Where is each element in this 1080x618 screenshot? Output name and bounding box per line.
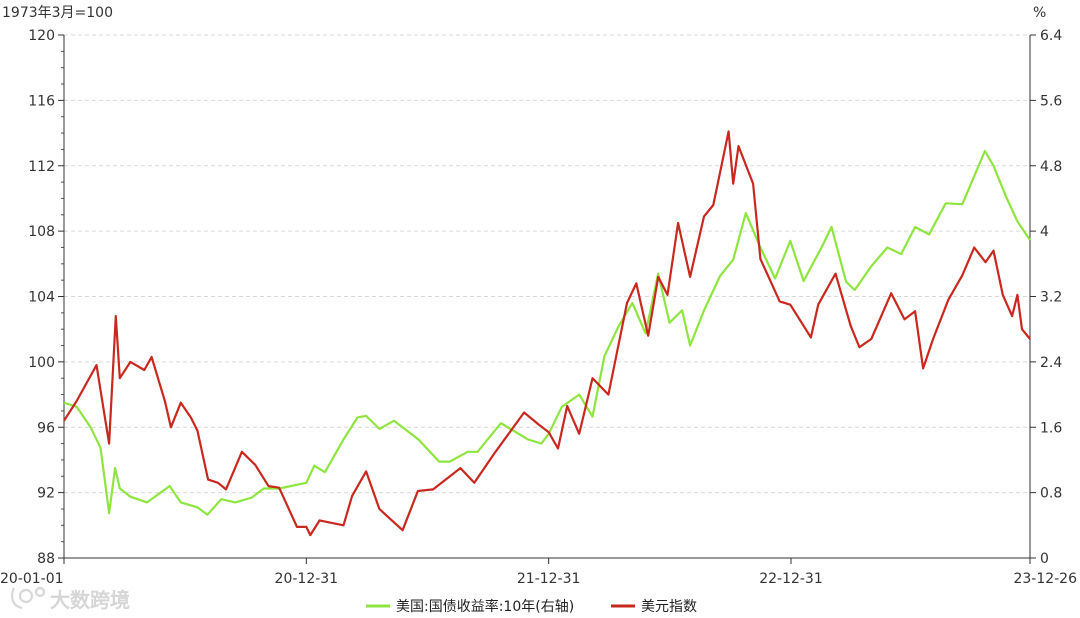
- right-tick-label: 3.2: [1040, 290, 1062, 306]
- legend: 美国:国债收益率:10年(右轴) 美元指数: [366, 598, 697, 615]
- right-tick-label: 4.8: [1040, 159, 1062, 175]
- left-tick-label: 116: [28, 93, 55, 109]
- series-lines: [63, 130, 1031, 537]
- right-tick-label: 0.8: [1040, 486, 1062, 502]
- tick-labels: 88 92 96 100 104 108 112 116 120 0 0.8 1.6 2.4 3.2 4 4.…: [0, 28, 1077, 587]
- left-tick-label: 88: [37, 551, 55, 567]
- x-tick-label: 22-12-31: [759, 571, 823, 587]
- left-tick-label: 92: [37, 486, 55, 502]
- grid-lines: [64, 34, 1030, 494]
- watermark: 大数跨境: [11, 586, 130, 612]
- left-tick-label: 100: [28, 355, 55, 371]
- series-line-yield: [63, 149, 1031, 516]
- x-tick-label: 23-12-26: [1013, 571, 1077, 587]
- right-tick-label: 2.4: [1040, 355, 1062, 371]
- right-tick-label: 5.6: [1040, 93, 1062, 109]
- x-tick-label: 20-12-31: [275, 571, 339, 587]
- left-tick-label: 112: [28, 159, 55, 175]
- watermark-logo-icon: [11, 586, 46, 610]
- left-tick-label: 108: [28, 224, 55, 240]
- right-tick-label: 6.4: [1040, 28, 1062, 44]
- right-tick-label: 1.6: [1040, 420, 1062, 436]
- axes: [58, 34, 1036, 564]
- watermark-text: 大数跨境: [50, 588, 130, 612]
- x-tick-label: 20-01-01: [0, 571, 64, 587]
- left-tick-label: 104: [28, 290, 55, 306]
- legend-label-dxy: 美元指数: [641, 599, 697, 615]
- right-tick-label: 0: [1040, 551, 1049, 567]
- right-axis-unit-label: %: [1033, 5, 1046, 21]
- right-tick-label: 4: [1040, 224, 1049, 240]
- left-axis-unit-label: 1973年3月=100: [2, 5, 113, 21]
- left-tick-label: 96: [37, 420, 55, 436]
- x-tick-label: 21-12-31: [517, 571, 581, 587]
- legend-label-yield: 美国:国债收益率:10年(右轴): [396, 598, 574, 615]
- series-line-dxy: [63, 130, 1031, 537]
- left-tick-label: 120: [28, 28, 55, 44]
